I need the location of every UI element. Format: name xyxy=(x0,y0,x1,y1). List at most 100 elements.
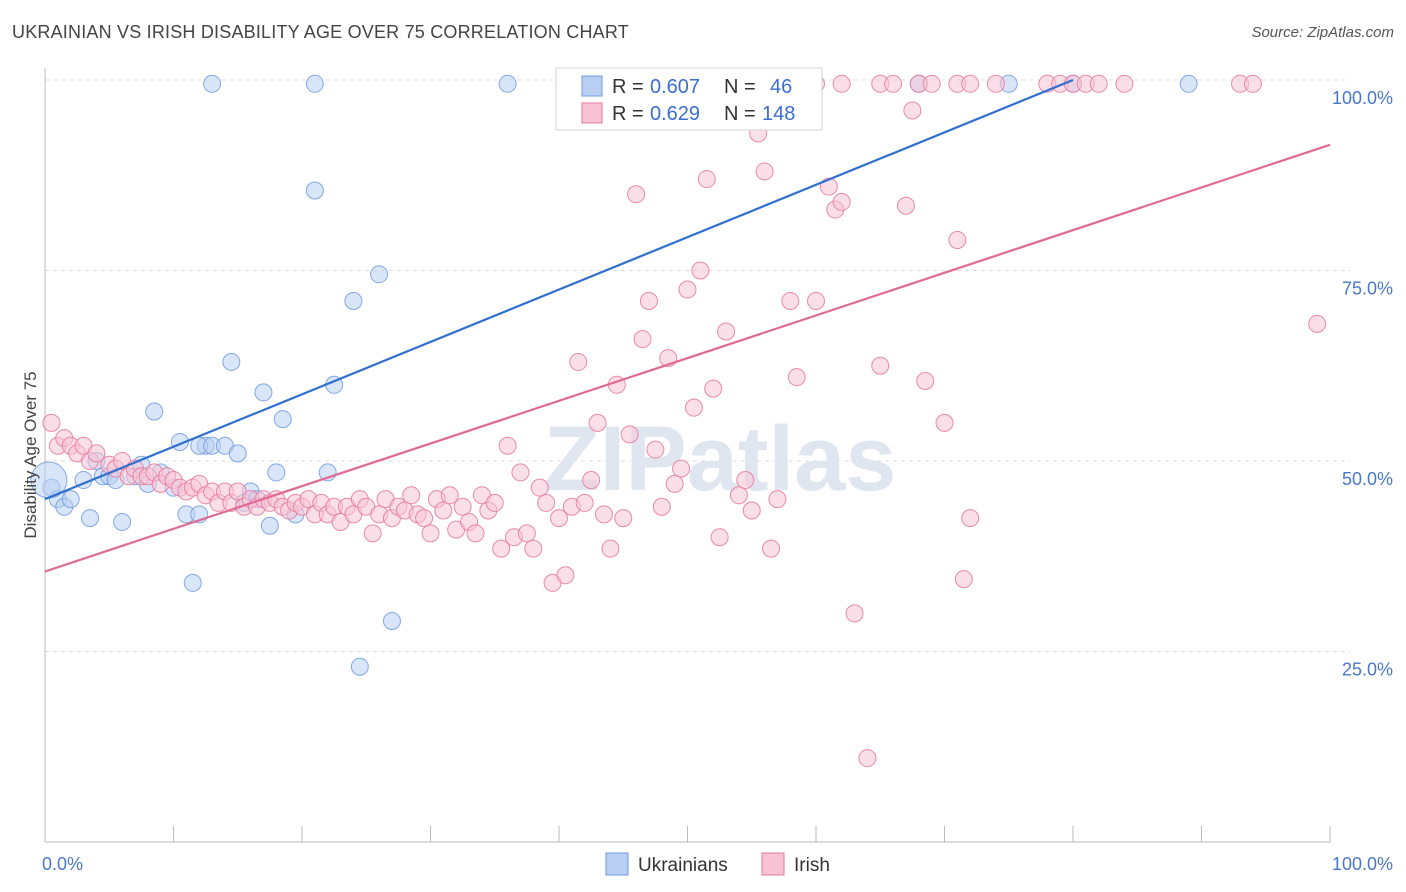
irish-point xyxy=(492,539,511,558)
irish-point xyxy=(884,74,903,93)
ukrainians-point xyxy=(183,573,202,592)
irish-point xyxy=(614,509,633,528)
y-axis-title: Disability Age Over 75 xyxy=(21,371,40,538)
irish-point xyxy=(42,413,61,432)
legend-n-label-1: N = xyxy=(724,76,756,98)
series-legend-ukrainians: Ukrainians xyxy=(638,855,728,876)
irish-point xyxy=(421,524,440,543)
ukrainians-point xyxy=(203,74,222,93)
irish-point xyxy=(594,505,613,524)
ukrainians-point xyxy=(254,383,273,402)
ukrainians-point xyxy=(305,181,324,200)
ukrainians-point xyxy=(273,410,292,429)
irish-point xyxy=(575,493,594,512)
irish-point xyxy=(588,413,607,432)
trend-line-irish xyxy=(44,143,1331,573)
irish-point xyxy=(1243,74,1262,93)
irish-point xyxy=(402,486,421,505)
legend-n-value-2: 148 xyxy=(762,103,795,125)
irish-point xyxy=(916,371,935,390)
irish-point xyxy=(762,539,781,558)
irish-point xyxy=(1115,74,1134,93)
trend-line-ukrainians xyxy=(44,78,1074,501)
irish-point xyxy=(466,524,485,543)
grid-lines xyxy=(45,79,1350,652)
data-points xyxy=(30,74,1327,768)
irish-point xyxy=(903,101,922,120)
irish-point xyxy=(896,196,915,215)
irish-point xyxy=(672,459,691,478)
x-tick-labels: 0.0% 100.0% xyxy=(42,854,1393,874)
irish-point xyxy=(807,291,825,310)
irish-point xyxy=(498,436,517,455)
irish-point xyxy=(742,501,761,520)
irish-point xyxy=(922,74,941,93)
irish-point xyxy=(684,398,703,417)
irish-point xyxy=(948,231,967,250)
legend-swatch-irish xyxy=(581,102,603,124)
irish-point xyxy=(646,440,665,459)
irish-point xyxy=(87,444,106,463)
ukrainians-point xyxy=(498,74,517,93)
irish-point xyxy=(434,501,453,520)
legend-swatch-ukrainians xyxy=(581,75,603,97)
irish-point xyxy=(768,490,787,509)
legend-n-value-1: 46 xyxy=(770,76,792,98)
irish-point xyxy=(961,509,980,528)
irish-point xyxy=(871,356,890,375)
irish-point xyxy=(415,509,434,528)
series-legend: Ukrainians Irish xyxy=(605,852,830,876)
irish-point xyxy=(787,368,806,387)
ukrainians-point xyxy=(305,74,324,93)
irish-point xyxy=(832,74,851,93)
legend-r-label-1: R = xyxy=(612,76,644,98)
irish-point xyxy=(453,497,472,516)
irish-point xyxy=(550,509,568,528)
ukrainians-point xyxy=(344,291,363,310)
ukrainians-point xyxy=(61,490,80,509)
series-ukrainians xyxy=(42,74,1198,676)
chart-title: UKRAINIAN VS IRISH DISABILITY AGE OVER 7… xyxy=(12,22,629,42)
ukrainians-point xyxy=(370,265,389,284)
irish-point xyxy=(710,528,729,547)
y-tick-label-100: 100.0% xyxy=(1332,88,1393,108)
irish-point xyxy=(665,474,684,493)
irish-point xyxy=(755,162,774,181)
y-tick-labels: 25.0% 50.0% 75.0% 100.0% xyxy=(1332,88,1393,680)
irish-point xyxy=(485,493,504,512)
irish-point xyxy=(961,74,980,93)
irish-point xyxy=(537,493,556,512)
irish-point xyxy=(954,570,973,589)
irish-point xyxy=(363,524,382,543)
irish-point xyxy=(678,280,697,299)
y-tick-label-50: 50.0% xyxy=(1342,469,1393,489)
irish-point xyxy=(511,463,530,482)
ukrainians-point xyxy=(382,612,401,631)
irish-point xyxy=(704,379,723,398)
irish-point xyxy=(633,330,652,349)
legend-r-value-1: 0.607 xyxy=(650,76,700,98)
ukrainians-point xyxy=(267,463,286,482)
irish-point xyxy=(627,185,646,204)
series-irish xyxy=(42,74,1327,768)
irish-point xyxy=(729,486,748,505)
irish-point xyxy=(652,497,671,516)
irish-point xyxy=(986,74,1005,93)
irish-point xyxy=(819,177,838,196)
ukrainians-point xyxy=(80,509,99,528)
irish-point xyxy=(582,471,601,490)
irish-point xyxy=(781,291,800,310)
irish-point xyxy=(530,478,549,497)
ukrainians-point xyxy=(228,444,247,463)
x-tick-label-max: 100.0% xyxy=(1332,854,1393,874)
irish-point xyxy=(832,192,851,211)
irish-point xyxy=(601,539,620,558)
series-legend-irish: Irish xyxy=(794,855,830,876)
source-label: Source: ZipAtlas.com xyxy=(1251,24,1394,41)
irish-point xyxy=(440,486,459,505)
series-legend-swatch-irish xyxy=(761,852,785,876)
x-tick-label-min: 0.0% xyxy=(42,854,83,874)
ukrainians-point xyxy=(145,402,164,421)
irish-point xyxy=(717,322,736,341)
irish-point xyxy=(1308,314,1327,333)
